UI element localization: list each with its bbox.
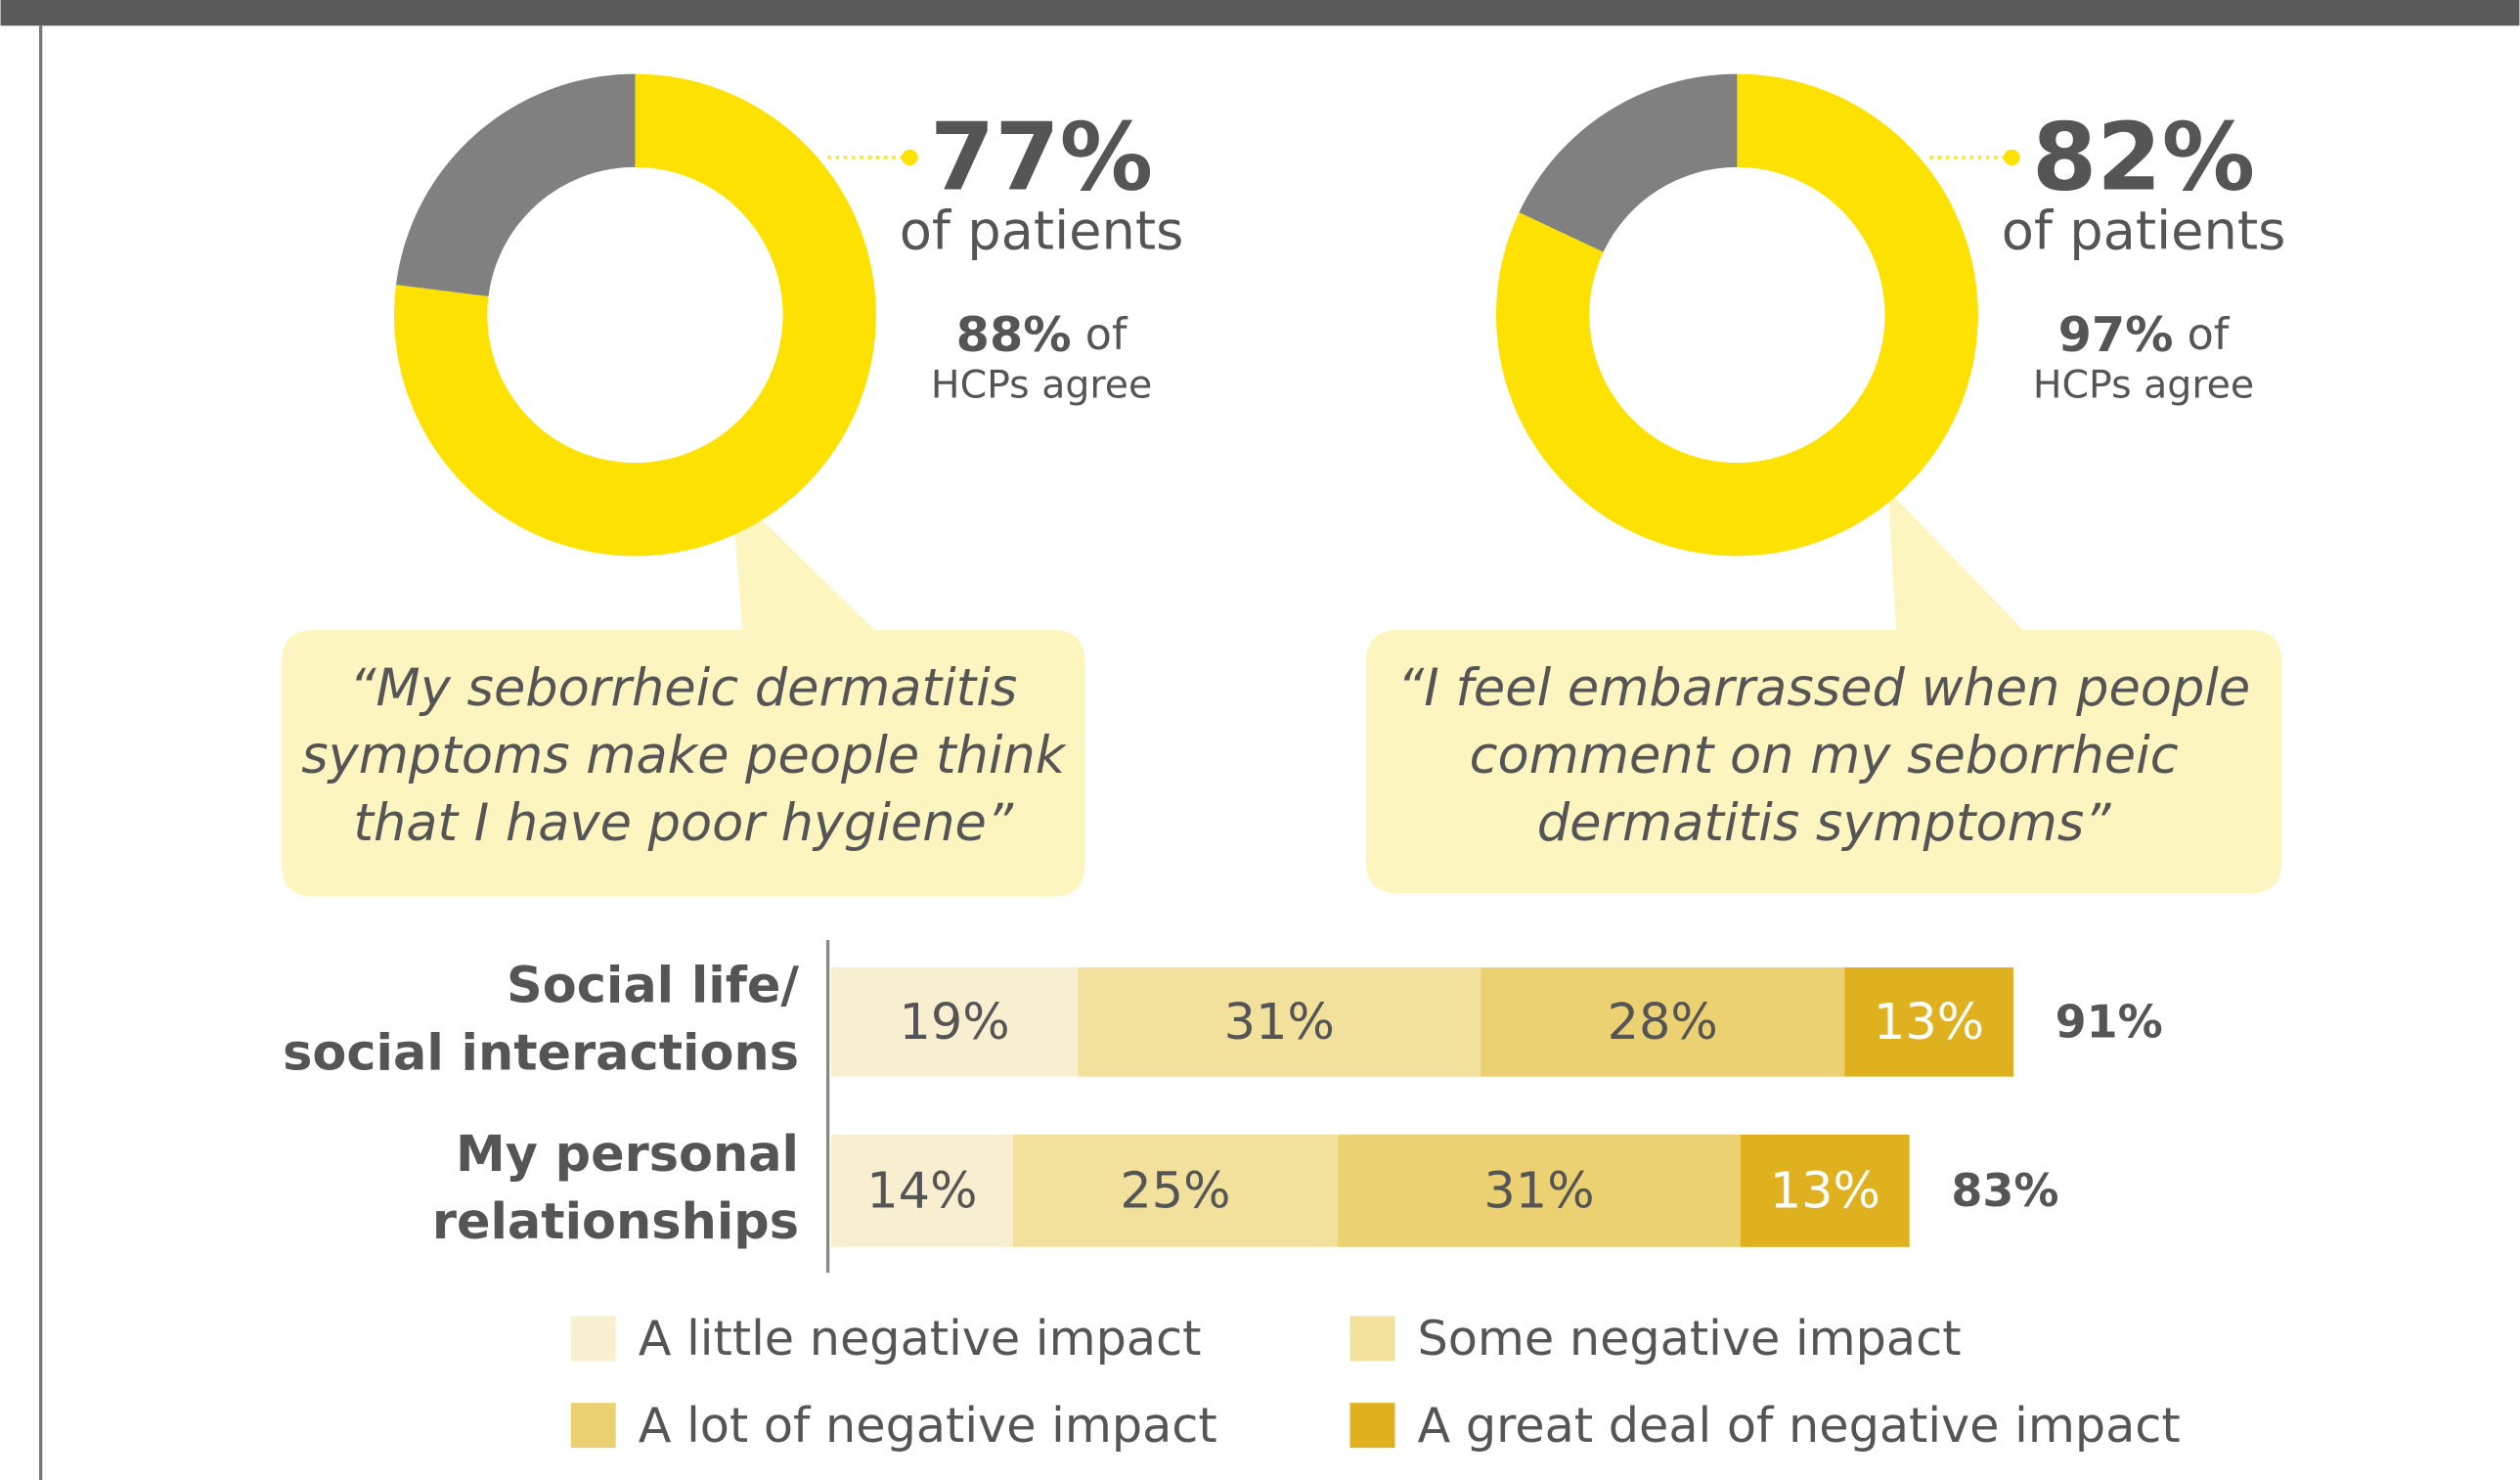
hcp-value: 97%: [2058, 305, 2174, 362]
quote: “My seborrheic dermatitis: [349, 658, 1017, 718]
segment-label: 13%: [1770, 1163, 1880, 1221]
segment-label: 31%: [1483, 1163, 1594, 1221]
segment-label: 19%: [900, 994, 1010, 1052]
header-bar: [0, 0, 2520, 26]
hcp-text: of: [1085, 310, 1128, 360]
bar-segment: [1078, 966, 1481, 1077]
legend-swatch: [570, 1316, 616, 1362]
quote: symptoms make people think: [301, 726, 1068, 785]
hcp-text: of: [2188, 310, 2231, 360]
bar-segment: [1740, 1134, 1910, 1247]
segment-label: 28%: [1608, 994, 1718, 1052]
hcp-text: HCPs agree: [2033, 362, 2254, 407]
segment-label: 25%: [1120, 1163, 1230, 1221]
bar-segment: [1481, 966, 1845, 1077]
speech-bubble: [282, 490, 1085, 897]
caption: of patients: [2002, 200, 2286, 261]
donut-slice: [395, 73, 636, 297]
legend-swatch: [1349, 1403, 1395, 1449]
leader-dot: [902, 149, 918, 166]
total-label: 91%: [2056, 996, 2163, 1049]
donut-slice: [1495, 73, 1978, 557]
segment-label: 14%: [866, 1163, 977, 1221]
legend-label: A great deal of negative impact: [1417, 1397, 2180, 1454]
quote: comment on my seborrheic: [1470, 726, 2179, 785]
bar-segment: [830, 966, 1079, 1077]
legend-label: A lot of negative impact: [639, 1397, 1217, 1454]
category-label: social interactions: [283, 1024, 799, 1082]
speech-bubble: [1365, 490, 2282, 894]
legend-label: A little negative impact: [639, 1310, 1202, 1367]
hcp-line: 97% of: [2058, 305, 2231, 362]
quote: “I feel embarrassed when people: [1397, 658, 2250, 718]
percent-label: 77%: [930, 104, 1153, 211]
percent-label: 82%: [2032, 104, 2255, 211]
segment-label: 13%: [1874, 994, 1984, 1052]
bar-segment: [1338, 1134, 1741, 1247]
bar-segment: [830, 1134, 1013, 1247]
donut-slice: [394, 73, 876, 557]
leader-dot: [2004, 149, 2020, 166]
hcp-line: 88% of: [956, 305, 1128, 362]
legend-label: Some negative impact: [1417, 1310, 1961, 1367]
donut-slice: [1519, 73, 1738, 252]
hcp-value: 88%: [956, 305, 1072, 362]
legend-swatch: [1349, 1316, 1395, 1362]
segment-label: 31%: [1224, 994, 1335, 1052]
hcp-text: HCPs agree: [931, 362, 1152, 407]
bar-segment: [1012, 1134, 1339, 1247]
legend-swatch: [570, 1403, 616, 1449]
category-label: My personal: [456, 1126, 799, 1184]
quote: that I have poor hygiene”: [353, 793, 1014, 853]
category-label: Social life/: [507, 957, 799, 1014]
caption: of patients: [900, 200, 1184, 261]
category-label: relationships: [432, 1193, 799, 1251]
total-label: 83%: [1951, 1164, 2058, 1217]
quote: dermatitis symptoms”: [1537, 793, 2111, 853]
bar-segment: [1844, 966, 2013, 1077]
